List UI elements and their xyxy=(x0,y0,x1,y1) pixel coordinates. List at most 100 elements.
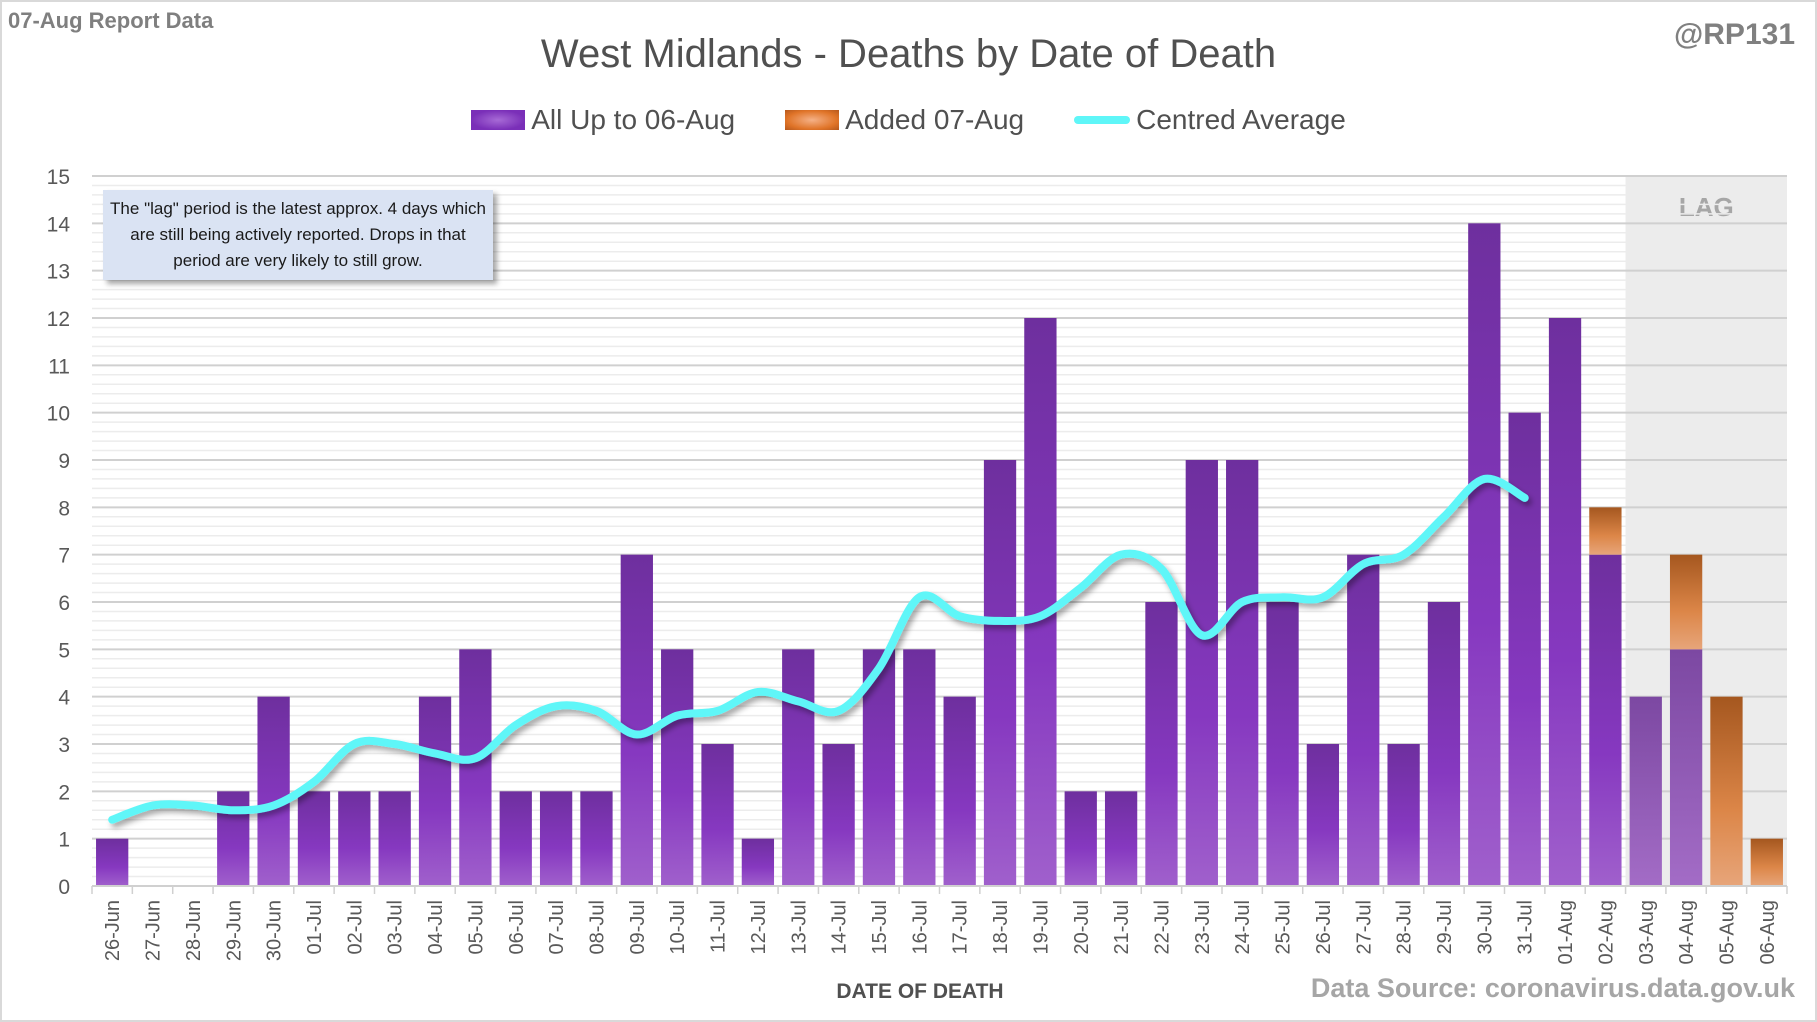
bar-base xyxy=(903,649,936,886)
bar-base xyxy=(257,696,290,886)
bar-base xyxy=(1629,696,1662,886)
x-tick-label: 05-Jul xyxy=(465,900,487,954)
x-tick-label: 05-Aug xyxy=(1716,900,1738,965)
y-tick-label: 3 xyxy=(58,734,70,757)
legend-swatch-average xyxy=(1074,116,1131,124)
x-tick-label: 30-Jul xyxy=(1474,900,1496,954)
x-tick-label: 06-Aug xyxy=(1757,900,1779,965)
x-tick-label: 25-Jul xyxy=(1273,900,1295,954)
y-tick-label: 5 xyxy=(58,639,70,662)
x-tick-label: 19-Jul xyxy=(1030,900,1052,954)
x-tick-label: 27-Jul xyxy=(1353,900,1375,954)
bar-base xyxy=(701,744,734,886)
lag-explanation-note: The "lag" period is the latest approx. 4… xyxy=(103,190,493,280)
x-tick-label: 26-Jun xyxy=(102,900,124,961)
bar-base xyxy=(338,791,371,886)
centred-average-line xyxy=(108,474,1529,824)
x-tick-label: 08-Jul xyxy=(586,900,608,954)
bar-base xyxy=(1589,554,1622,886)
x-tick-label: 22-Jul xyxy=(1151,900,1173,954)
x-tick-label: 09-Jul xyxy=(627,900,649,954)
x-tick-label: 10-Jul xyxy=(667,900,689,954)
bar-base xyxy=(1145,602,1178,886)
x-axis-title: DATE OF DEATH xyxy=(836,980,1004,1003)
bar-base xyxy=(499,791,532,886)
x-tick-label: 14-Jul xyxy=(829,900,851,954)
y-tick-label: 11 xyxy=(48,355,70,378)
bar-added xyxy=(1710,696,1743,886)
bar-base xyxy=(1185,460,1218,886)
bar-base xyxy=(1064,791,1097,886)
x-tick-label: 24-Jul xyxy=(1232,900,1254,954)
legend-label-average: Centred Average xyxy=(1136,104,1346,135)
legend-item-base: All Up to 06-Aug xyxy=(471,104,735,136)
bar-base xyxy=(1266,602,1299,886)
x-tick-label: 18-Jul xyxy=(990,900,1012,954)
bar-base xyxy=(741,838,775,886)
bar-base xyxy=(1226,460,1259,886)
x-tick-label: 13-Jul xyxy=(788,900,810,954)
bar-base xyxy=(459,649,492,886)
x-tick-label: 28-Jun xyxy=(183,900,205,961)
x-tick-label: 15-Jul xyxy=(869,900,891,954)
bar-added xyxy=(1669,554,1703,650)
x-tick-label: 26-Jul xyxy=(1313,900,1335,954)
x-tick-label: 04-Jul xyxy=(425,900,447,954)
bar-base xyxy=(1427,602,1461,886)
bar-base xyxy=(822,744,855,886)
x-tick-label: 02-Aug xyxy=(1595,900,1617,965)
y-tick-label: 10 xyxy=(47,403,70,426)
y-tick-label: 13 xyxy=(47,261,70,284)
y-tick-label: 8 xyxy=(58,497,70,520)
legend-label-base: All Up to 06-Aug xyxy=(531,104,736,135)
bar-base xyxy=(96,838,129,886)
legend-swatch-added xyxy=(785,110,840,130)
legend: All Up to 06-Aug Added 07-Aug Centred Av… xyxy=(0,104,1817,136)
legend-item-added: Added 07-Aug xyxy=(785,104,1024,136)
x-tick-label: 21-Jul xyxy=(1111,900,1133,954)
bar-added xyxy=(1750,838,1783,886)
y-tick-label: 14 xyxy=(47,213,71,236)
bar-added xyxy=(1589,507,1622,555)
y-tick-label: 15 xyxy=(47,166,70,189)
data-source-label: Data Source: coronavirus.data.gov.uk xyxy=(1310,973,1795,1003)
bar-base xyxy=(1468,223,1501,887)
x-tick-label: 28-Jul xyxy=(1394,900,1416,954)
bar-base xyxy=(1306,744,1340,886)
x-tick-label: 06-Jul xyxy=(506,900,528,954)
y-tick-label: 6 xyxy=(58,592,70,615)
x-tick-label: 16-Jul xyxy=(909,900,931,954)
legend-item-average: Centred Average xyxy=(1074,104,1346,136)
bar-base xyxy=(620,554,653,886)
bar-base xyxy=(1347,554,1380,886)
x-tick-label: 27-Jun xyxy=(143,900,165,961)
y-tick-label: 9 xyxy=(58,450,70,473)
bar-base xyxy=(943,696,976,886)
y-tick-label: 12 xyxy=(47,308,70,331)
x-tick-label: 03-Jul xyxy=(385,900,407,954)
x-tick-label: 20-Jul xyxy=(1071,900,1093,954)
y-tick-label: 2 xyxy=(58,781,70,804)
lag-label: LAG xyxy=(1679,192,1734,222)
y-tick-label: 4 xyxy=(58,687,70,710)
bar-base xyxy=(1024,318,1057,886)
bar-base xyxy=(1104,791,1138,886)
bar-base xyxy=(1669,649,1703,886)
x-tick-label: 07-Jul xyxy=(546,900,568,954)
x-tick-label: 03-Aug xyxy=(1636,900,1658,965)
x-tick-label: 01-Jul xyxy=(304,900,326,954)
bar-base xyxy=(1508,412,1541,886)
x-tick-label: 31-Jul xyxy=(1515,900,1537,954)
legend-label-added: Added 07-Aug xyxy=(845,104,1025,135)
legend-swatch-base xyxy=(471,110,526,130)
bar-base xyxy=(1548,318,1582,886)
author-handle: @RP131 xyxy=(1674,18,1795,51)
chart-title: West Midlands - Deaths by Date of Death xyxy=(540,32,1277,76)
bar-base xyxy=(983,460,1017,886)
bar-base xyxy=(539,791,573,886)
x-tick-label: 17-Jul xyxy=(950,900,972,954)
y-tick-label: 1 xyxy=(58,829,70,852)
x-tick-label: 12-Jul xyxy=(748,900,770,954)
x-tick-label: 23-Jul xyxy=(1192,900,1214,954)
